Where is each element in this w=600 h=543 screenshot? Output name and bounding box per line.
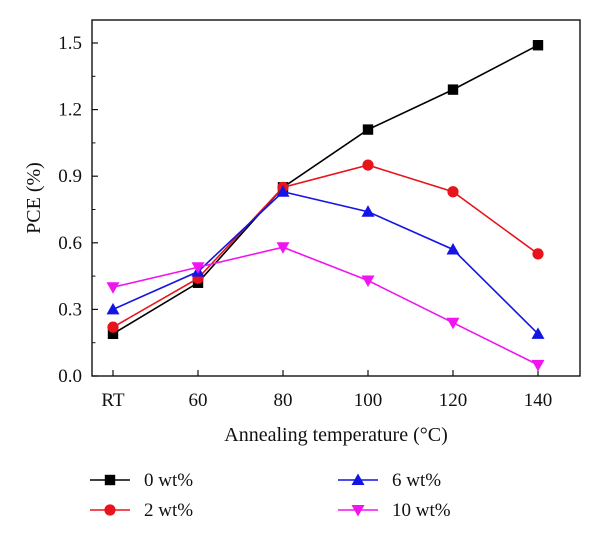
series-6-wtpct xyxy=(106,185,545,339)
data-point xyxy=(362,159,374,171)
y-tick-label: 0.3 xyxy=(58,299,82,320)
x-tick-label: RT xyxy=(101,390,125,411)
data-point xyxy=(106,282,120,294)
legend-label: 2 wt% xyxy=(144,500,193,521)
legend-marker xyxy=(351,473,365,485)
plot-frame xyxy=(91,19,581,377)
data-point xyxy=(447,186,459,198)
x-tick-label: 100 xyxy=(354,390,383,411)
legend-marker xyxy=(104,504,116,516)
x-tick-label: 140 xyxy=(524,390,553,411)
data-point xyxy=(531,359,545,372)
data-point xyxy=(191,262,205,274)
legend-label: 10 wt% xyxy=(392,500,451,521)
data-point xyxy=(532,40,544,51)
x-tick-label: 60 xyxy=(189,390,208,411)
legend-marker xyxy=(104,474,116,486)
data-point xyxy=(447,84,459,95)
axes-ticks: RT 60 80 100 120 140 0.0 0.3 0.6 0.9 1.2 1.5 xyxy=(58,33,552,411)
series-layer xyxy=(106,40,545,372)
legend: 0 wt% 2 wt% 6 wt% 10 wt% xyxy=(90,470,451,521)
data-point xyxy=(362,124,374,135)
data-point xyxy=(276,185,290,197)
data-point xyxy=(107,328,119,340)
y-axis-title: PCE (%) xyxy=(23,162,45,234)
data-point xyxy=(361,275,375,288)
series-line xyxy=(112,164,539,328)
data-point xyxy=(106,302,120,315)
x-tick-label: 120 xyxy=(439,390,468,411)
data-point xyxy=(446,242,460,255)
y-tick-label: 0.6 xyxy=(58,233,82,254)
series-line xyxy=(112,190,539,335)
series-line xyxy=(112,246,539,366)
data-point xyxy=(532,248,544,260)
series-2-wtpct xyxy=(107,159,544,333)
data-point xyxy=(107,321,119,333)
y-tick-label: 1.5 xyxy=(58,33,82,54)
legend-label: 0 wt% xyxy=(144,470,193,491)
data-point xyxy=(531,327,545,339)
x-tick-label: 80 xyxy=(274,390,293,411)
legend-item: 10 wt% xyxy=(338,500,451,521)
legend-marker xyxy=(351,505,365,517)
series-10-wtpct xyxy=(106,242,545,372)
y-tick-label: 0.0 xyxy=(58,366,82,387)
y-tick-label: 1.2 xyxy=(58,100,82,121)
data-point xyxy=(276,242,290,254)
x-axis-title: Annealing temperature (°C) xyxy=(224,424,447,446)
data-point xyxy=(361,205,375,217)
legend-label: 6 wt% xyxy=(392,470,441,491)
legend-item: 6 wt% xyxy=(338,470,441,491)
series-0-wtpct xyxy=(107,40,544,340)
legend-item: 0 wt% xyxy=(90,470,193,491)
series-line xyxy=(112,44,539,335)
legend-item: 2 wt% xyxy=(90,500,193,521)
y-tick-label: 0.9 xyxy=(58,166,82,187)
data-point xyxy=(446,317,460,330)
